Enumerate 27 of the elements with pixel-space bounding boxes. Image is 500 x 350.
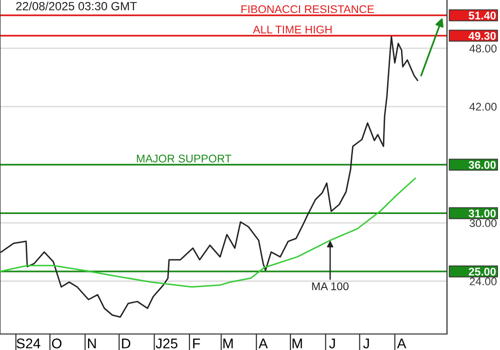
annotation: FIBONACCI RESISTANCE — [241, 5, 374, 14]
y-tick-label: 42.00 — [469, 102, 497, 111]
y-tick-label: 48.00 — [469, 44, 497, 52]
y-tick-label: 30.00 — [470, 219, 497, 228]
x-tick-label: S24 — [16, 338, 40, 348]
ref-line-label: 25.00 — [468, 268, 496, 276]
x-tick-label: J — [329, 338, 335, 348]
annotation: 22/08/2025 03:30 GMT — [16, 2, 137, 10]
ref-line-label: 49.30 — [468, 32, 496, 40]
x-tick-label: F — [193, 338, 200, 348]
ref-line-label: 36.00 — [468, 160, 496, 169]
x-tick-label: J25 — [156, 338, 178, 348]
x-tick-label: M — [292, 338, 302, 348]
annotation: ALL TIME HIGH — [252, 26, 332, 34]
x-tick-label: A — [258, 338, 268, 348]
x-tick-label: A — [397, 338, 406, 348]
x-tick-label: N — [88, 338, 96, 348]
x-tick-label: D — [122, 338, 130, 348]
x-tick-label: O — [52, 338, 62, 348]
x-tick-label: J — [363, 338, 369, 348]
annotation: MAJOR SUPPORT — [136, 154, 232, 163]
ref-line-label: 31.00 — [468, 209, 496, 218]
annotation: MA 100 — [312, 282, 349, 290]
line-series — [0, 36, 418, 318]
y-tick-label: 24.00 — [470, 277, 497, 286]
x-tick-label: M — [223, 338, 233, 348]
ref-line-label: 51.40 — [468, 12, 496, 20]
